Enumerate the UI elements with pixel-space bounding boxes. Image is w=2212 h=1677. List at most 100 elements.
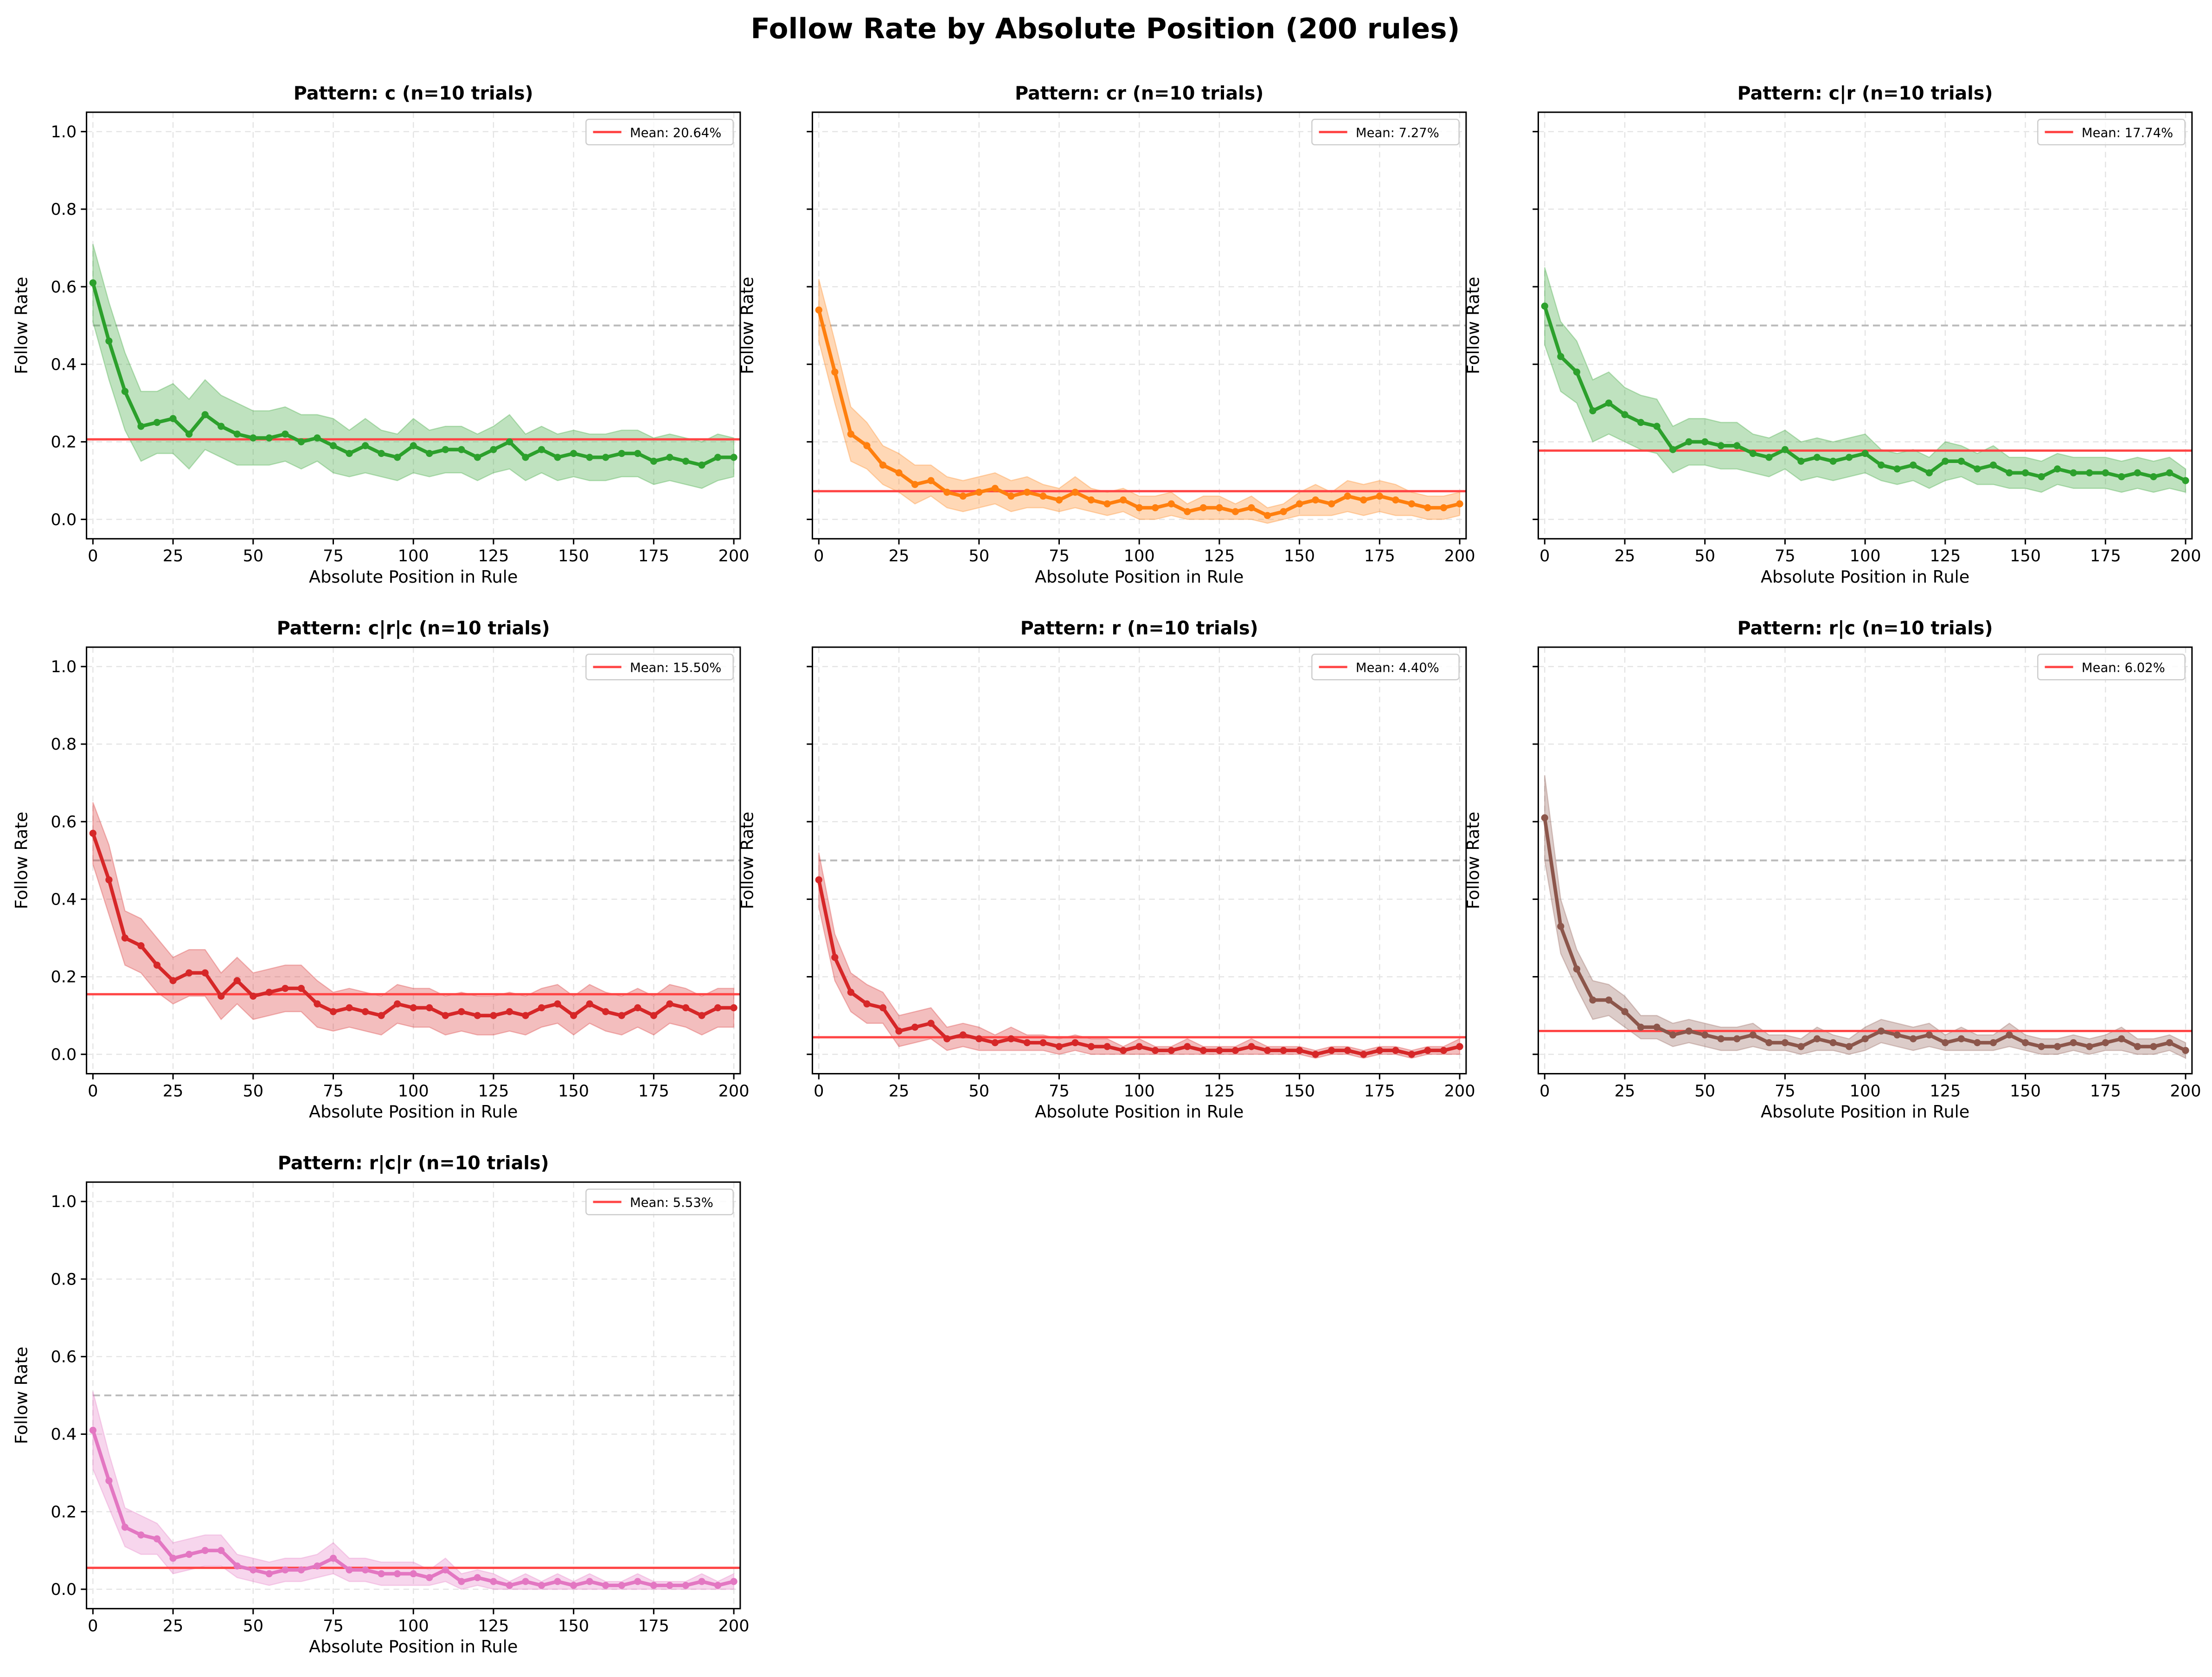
x-tick-label: 150 [558,1081,589,1100]
data-point [2118,1035,2125,1042]
data-point [666,1000,673,1008]
data-point [121,1523,129,1531]
data-point [1152,504,1159,512]
data-point [666,454,673,461]
x-tick-label: 200 [1444,1081,1475,1100]
data-point [1989,461,1997,469]
data-point [218,1547,225,1554]
data-point [1749,1031,1757,1039]
x-tick-label: 75 [323,546,344,565]
data-point [538,1581,545,1589]
data-point [201,411,209,418]
data-point [1733,1035,1741,1042]
x-tick-label: 0 [88,1616,98,1635]
data-point [1376,492,1383,500]
data-point [714,1581,722,1589]
data-point [714,454,722,461]
data-point [1408,500,1416,508]
data-point [2134,1043,2141,1050]
data-point [1360,1051,1367,1058]
x-tick-label: 0 [814,1081,824,1100]
data-point [1344,1047,1351,1054]
data-point [730,454,737,461]
data-point [1717,442,1725,450]
subplot-title: Pattern: cr (n=10 trials) [1015,83,1263,104]
y-tick-label: 0.0 [51,1580,77,1599]
data-point [458,446,465,453]
data-point [1199,504,1207,512]
subplot-title: Pattern: r|c|r (n=10 trials) [278,1153,549,1174]
data-point [1910,1035,1917,1042]
subplot-title: Pattern: c|r (n=10 trials) [1738,83,1993,104]
y-tick-label: 0.2 [51,1503,77,1522]
data-point [1087,496,1095,504]
data-point [361,442,369,450]
data-point [218,423,225,430]
data-point [1023,1039,1031,1047]
data-point [1942,1039,1949,1047]
data-point [1974,1039,1981,1047]
data-point [1135,1043,1143,1050]
data-point [1669,446,1677,453]
x-tick-label: 25 [1615,1081,1635,1100]
x-tick-label: 200 [1444,546,1475,565]
x-tick-label: 175 [2090,546,2121,565]
data-point [1440,504,1448,512]
data-point [634,450,641,457]
y-tick-label: 0.4 [51,1425,77,1444]
subplot-2: Pattern: c|r (n=10 trials) 0 25 50 75 100 125 1… [1463,83,2201,586]
data-point [282,984,289,992]
data-point [1055,496,1063,504]
data-point [586,1000,593,1008]
data-point [153,961,161,969]
data-point [975,488,983,496]
x-tick-label: 0 [88,1081,98,1100]
data-point [618,450,625,457]
data-point [1861,1035,1869,1042]
legend-label: Mean: 6.02% [2082,661,2165,675]
data-point [1925,1031,1933,1039]
subplot-title: Pattern: c (n=10 trials) [294,83,533,104]
x-tick-label: 50 [968,546,989,565]
y-tick-label: 0.2 [51,433,77,452]
data-point [554,1000,561,1008]
data-point [1797,1043,1805,1050]
data-point [1263,512,1271,519]
x-tick-label: 0 [1539,546,1550,565]
data-point [1797,457,1805,465]
x-tick-label: 25 [163,1081,184,1100]
x-axis-label: Absolute Position in Rule [1761,567,1969,587]
data-point [2150,473,2157,481]
data-point [1573,368,1581,376]
data-point [1845,1043,1853,1050]
x-tick-label: 175 [1364,1081,1395,1100]
data-point [458,1008,465,1015]
data-point [730,1578,737,1585]
data-point [426,450,433,457]
x-tick-label: 150 [1284,546,1315,565]
data-point [1408,1051,1416,1058]
x-tick-label: 125 [478,546,509,565]
data-point [698,461,705,469]
data-point [682,457,690,465]
data-point [185,969,193,977]
data-point [329,442,337,450]
data-point [1456,500,1463,508]
data-point [666,1581,673,1589]
x-tick-label: 200 [718,546,750,565]
data-point [346,450,353,457]
legend-label: Mean: 7.27% [1356,126,1439,140]
x-tick-label: 150 [2010,546,2041,565]
data-point [1440,1047,1448,1054]
data-point [1135,504,1143,512]
x-tick-label: 175 [638,1616,669,1635]
x-tick-label: 75 [323,1081,344,1100]
data-point [169,415,177,422]
data-point [831,954,839,961]
data-point [863,442,871,450]
data-point [233,977,241,984]
data-point [1376,1047,1383,1054]
legend-box [585,1189,734,1215]
